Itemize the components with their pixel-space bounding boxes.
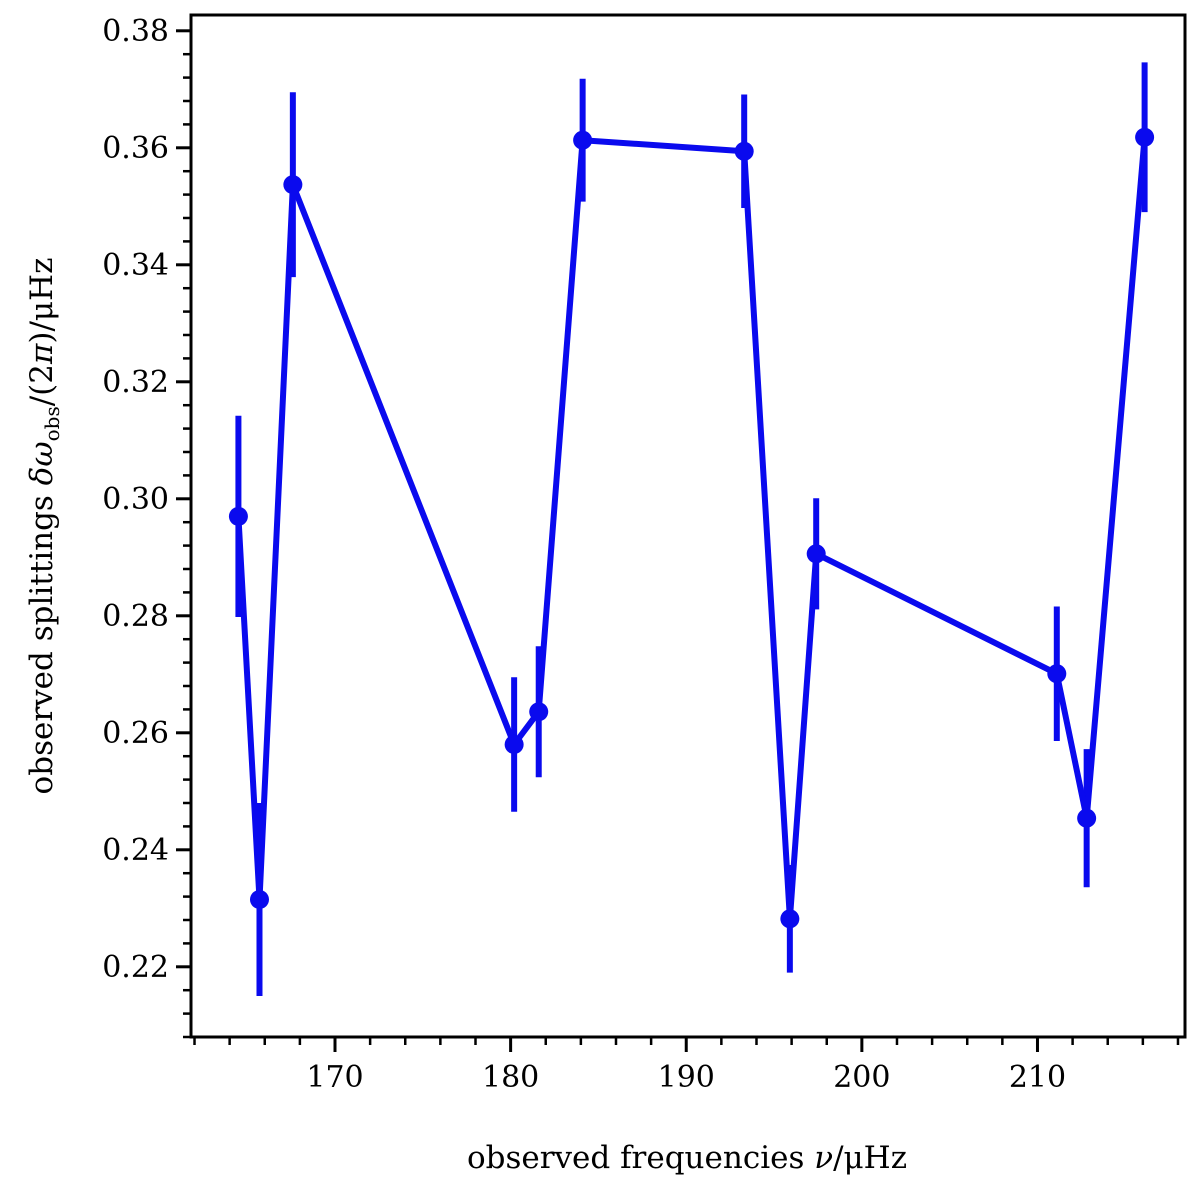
data-point	[249, 890, 269, 910]
data-point	[780, 909, 800, 929]
x-tick-label: 180	[482, 1060, 539, 1095]
data-point	[228, 506, 248, 526]
y-tick-label: 0.24	[102, 833, 169, 868]
data-point	[504, 734, 524, 754]
series-line	[235, 137, 1148, 922]
y-axis-label: observed splittings δωobs/(2π)/μHz	[24, 258, 64, 795]
y-tick-label: 0.30	[102, 482, 169, 517]
y-tick-label: 0.36	[102, 131, 169, 166]
x-tick-label: 190	[658, 1060, 715, 1095]
data-point	[573, 130, 593, 150]
data-point	[1047, 664, 1067, 684]
ticks-layer	[176, 29, 1180, 1052]
data-point	[806, 544, 826, 564]
plot-frame	[189, 13, 1187, 1039]
x-tick-label: 210	[1009, 1060, 1066, 1095]
data-point	[283, 175, 303, 195]
data-point	[1077, 808, 1097, 828]
x-tick-label: 200	[833, 1060, 890, 1095]
x-tick-label: 170	[306, 1060, 363, 1095]
data-point	[734, 141, 754, 161]
y-tick-label: 0.38	[102, 14, 169, 49]
data-point	[1135, 127, 1155, 147]
y-tick-label: 0.26	[102, 716, 169, 751]
series-layer	[228, 62, 1155, 997]
data-point	[529, 702, 549, 722]
y-tick-label: 0.32	[102, 365, 169, 400]
y-tick-label: 0.34	[102, 248, 169, 283]
y-tick-label: 0.28	[102, 599, 169, 634]
y-tick-label: 0.22	[102, 950, 169, 985]
tick-labels-layer: 170 180 190 200 210 0.22 0.24 0.26 0.28 0.30 0.32 0…	[102, 14, 1066, 1095]
x-axis-label: observed frequencies ν/μHz	[467, 1140, 907, 1176]
